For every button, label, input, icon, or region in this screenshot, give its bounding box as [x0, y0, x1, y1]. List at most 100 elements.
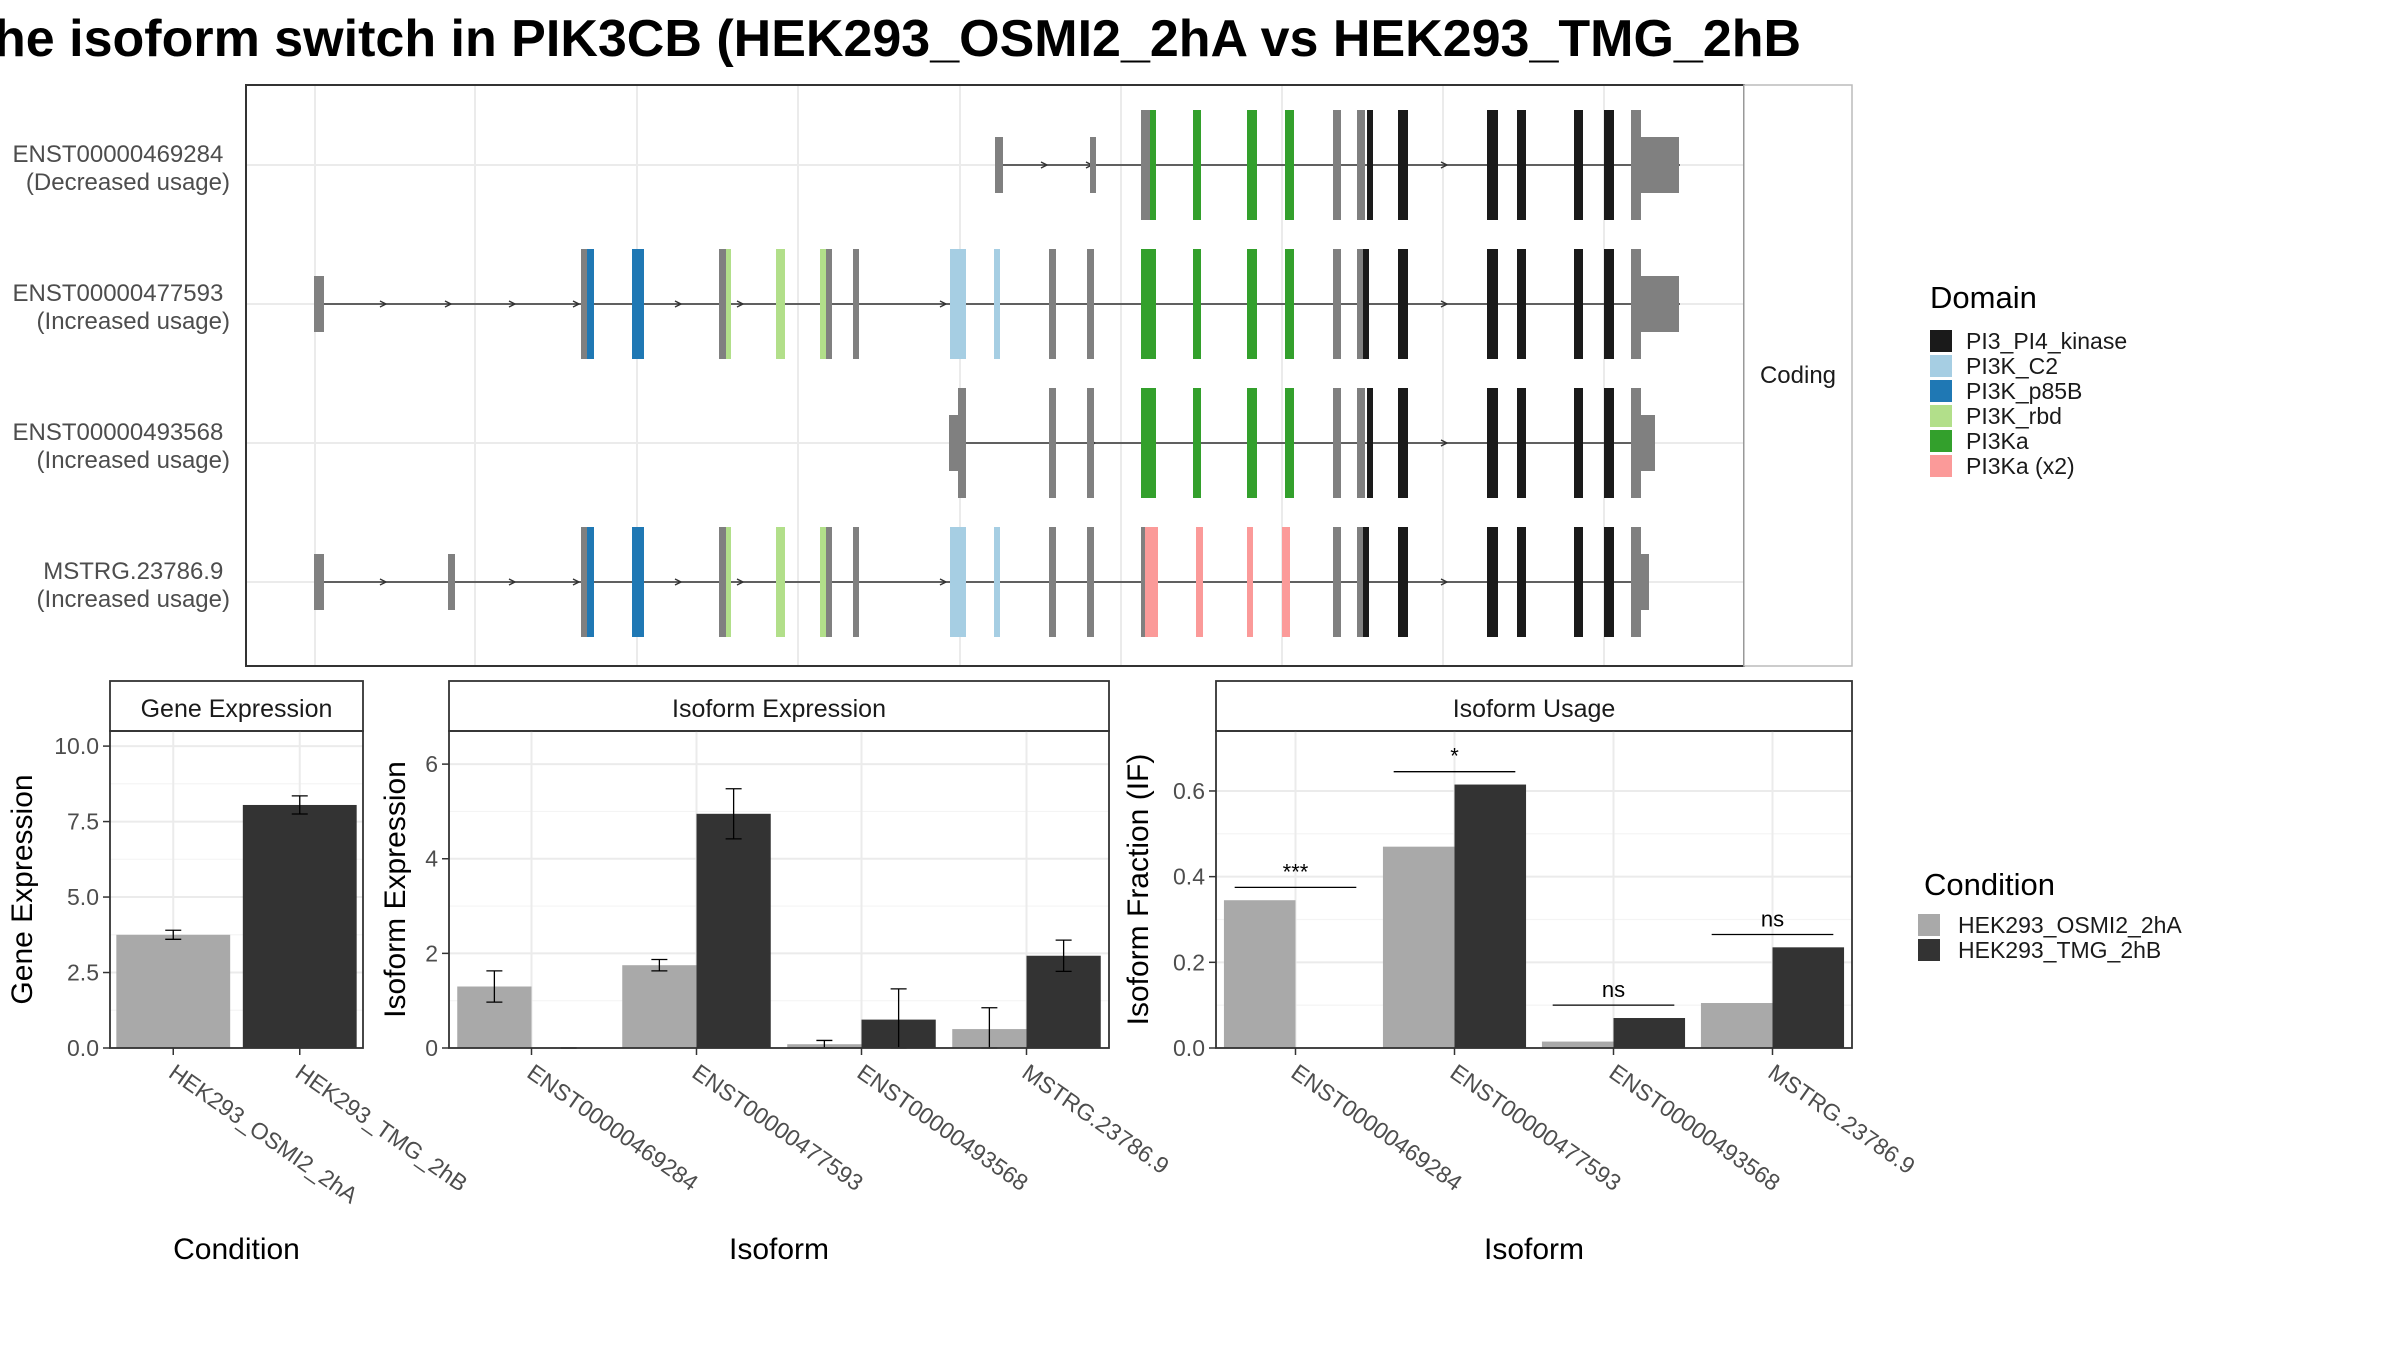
transcript-rows — [314, 110, 1680, 637]
exon — [1367, 388, 1373, 498]
transcript-row-4 — [314, 527, 1649, 637]
coding-strip — [1743, 84, 1853, 667]
exon — [1141, 249, 1156, 359]
exon — [1357, 249, 1363, 359]
exon — [314, 276, 324, 332]
exon — [1141, 527, 1145, 637]
figure-title: he isoform switch in PIK3CB (HEK293_OSMI… — [0, 10, 1801, 68]
domain-legend-label: PI3K_rbd — [1966, 403, 2062, 429]
isoform-usage-panel: Isoform Usage *** ENST00000469284 * ENST0000… — [1122, 680, 1920, 1266]
exon — [776, 249, 785, 359]
exon — [1631, 110, 1641, 220]
domain-legend-key — [1930, 355, 1952, 377]
condition-legend-label: HEK293_TMG_2hB — [1958, 937, 2161, 963]
exon — [1193, 249, 1201, 359]
transcript-labels: ENST00000469284 (Decreased usage) ENST00… — [12, 141, 230, 613]
significance-label: ns — [1761, 906, 1784, 931]
transcript-panel: Coding ENST00000469284 (Decreased usage)… — [12, 84, 1853, 667]
exon — [726, 527, 731, 637]
panel-strip — [448, 680, 1110, 732]
significance-label: * — [1450, 744, 1459, 769]
x-axis-title: Isoform — [1484, 1233, 1584, 1266]
exon — [853, 249, 859, 359]
exon — [587, 249, 594, 359]
exon — [1631, 527, 1641, 637]
x-tick-label: ENST00000493568 — [853, 1059, 1033, 1196]
utr-exon — [1641, 137, 1679, 193]
bar — [116, 934, 231, 1048]
exon — [1574, 110, 1583, 220]
exon — [1049, 527, 1056, 637]
domain-legend: Domain PI3_PI4_kinasePI3K_C2PI3K_p85BPI3… — [1930, 280, 2127, 479]
strand-arrow — [1440, 578, 1449, 586]
strand-arrow — [1040, 161, 1049, 169]
exon — [1363, 249, 1369, 359]
condition-legend-label: HEK293_OSMI2_2hA — [1958, 912, 2182, 938]
panel-border — [1215, 730, 1853, 1049]
significance-label: *** — [1283, 859, 1309, 884]
utr-exon — [1641, 415, 1655, 471]
panel-strip — [1215, 680, 1853, 732]
strand-arrow — [508, 578, 517, 586]
exon — [1631, 249, 1641, 359]
exon — [1150, 110, 1156, 220]
exon — [1604, 249, 1614, 359]
domain-legend-label: PI3_PI4_kinase — [1966, 328, 2127, 354]
condition-legend-key — [1918, 914, 1940, 936]
exon — [1357, 527, 1363, 637]
strand-arrow — [1440, 300, 1449, 308]
exon — [448, 554, 455, 610]
exon — [1631, 388, 1641, 498]
bar — [1382, 846, 1455, 1048]
exon — [1487, 110, 1498, 220]
exon — [1196, 527, 1203, 637]
strand-arrow — [736, 578, 745, 586]
domain-legend-label: PI3Ka — [1966, 428, 2029, 454]
exon — [1333, 527, 1341, 637]
y-axis-title: Isoform Fraction (IF) — [1122, 754, 1155, 1026]
strand-arrow — [379, 578, 388, 586]
exon — [1487, 388, 1498, 498]
exon — [1087, 527, 1094, 637]
exon — [1398, 110, 1408, 220]
x-axis-title: Isoform — [729, 1233, 829, 1266]
bar — [242, 804, 357, 1048]
bar — [1223, 900, 1296, 1048]
exon — [1285, 388, 1294, 498]
y-tick-label: 10.0 — [54, 733, 99, 759]
exon — [1247, 388, 1257, 498]
strand-arrow — [939, 300, 948, 308]
transcript-label-2: ENST00000477593 (Increased usage) — [12, 280, 230, 335]
domain-legend-key — [1930, 430, 1952, 452]
y-tick-label: 4 — [425, 846, 438, 872]
x-tick-label: ENST00000477593 — [1446, 1059, 1626, 1196]
bar — [696, 813, 771, 1048]
exon — [1574, 249, 1583, 359]
exon — [1357, 388, 1365, 498]
x-axis-title: Condition — [173, 1233, 300, 1266]
bar — [1772, 947, 1845, 1048]
exon — [950, 527, 966, 637]
strand-arrow — [1440, 161, 1449, 169]
condition-legend-title: Condition — [1924, 867, 2055, 902]
exon — [1285, 249, 1294, 359]
exon — [719, 527, 726, 637]
exon — [1049, 249, 1056, 359]
exon — [949, 415, 959, 471]
x-tick-label: ENST00000493568 — [1605, 1059, 1785, 1196]
y-tick-label: 0.0 — [1173, 1035, 1205, 1061]
x-tick-label: ENST00000469284 — [523, 1059, 704, 1196]
y-axis-title: Gene Expression — [6, 774, 39, 1004]
y-axis-title: Isoform Expression — [379, 761, 412, 1018]
exon — [632, 527, 644, 637]
strand-arrow — [674, 578, 683, 586]
transcript-row-2 — [314, 249, 1680, 359]
exon — [1487, 527, 1498, 637]
exon — [1398, 388, 1408, 498]
exon — [826, 527, 832, 637]
exon — [1333, 388, 1341, 498]
y-tick-label: 7.5 — [67, 809, 99, 835]
exon — [1517, 527, 1526, 637]
x-tick-label: ENST00000477593 — [688, 1059, 868, 1196]
